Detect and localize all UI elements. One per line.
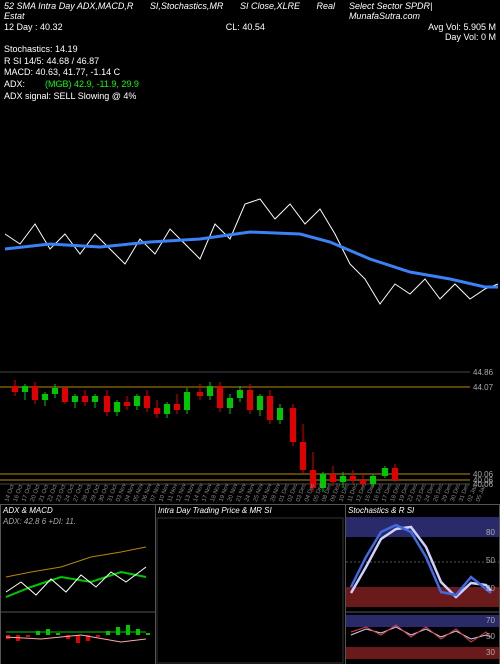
adx-panel-title: ADX & MACD [1,505,155,516]
svg-text:50: 50 [486,556,495,565]
stochastics-panel: Stochastics & R SI 80 50 20 70 50 30 [345,504,500,664]
stat-stoch: Stochastics: 14.19 [4,44,496,56]
avg-volume: Avg Vol: 5.905 M [428,22,496,32]
bottom-panels: ADX & MACD ADX: 42.8 6 +DI: 11. Intra Da… [0,504,500,664]
svg-text:30: 30 [486,648,495,657]
svg-text:44.07: 44.07 [473,383,494,392]
svg-text:70: 70 [486,616,495,625]
header-indicators: 52 SMA Intra Day ADX,MACD,R SI,Stochasti… [4,1,349,21]
source-label: Select Sector SPDR| MunafaSutra.com [349,1,496,21]
intra-svg [156,517,345,664]
header-row-3: Day Vol: 0 M [0,32,500,42]
ind-3: SI Close,XLRE [240,1,300,11]
stat-adx-signal: ADX signal: SELL Slowing @ 4% [4,91,496,103]
main-price-chart: 44.8644.0740.0640.0640.0614 Oct16 Oct17 … [0,104,500,504]
header-row-2: 12 Day : 40.32 CL: 40.54 Avg Vol: 5.905 … [0,22,500,32]
top-header: 52 SMA Intra Day ADX,MACD,R SI,Stochasti… [0,0,500,22]
day-volume: Day Vol: 0 M [445,32,496,42]
main-chart-svg: 44.8644.0740.0640.0640.0614 Oct16 Oct17 … [0,104,500,504]
adx-svg [1,517,155,664]
sma-current: 12 Day : 40.32 [4,22,63,32]
close-price: CL: 40.54 [226,22,265,32]
svg-text:20: 20 [486,584,495,593]
svg-text:80: 80 [486,528,495,537]
svg-text:44.86: 44.86 [473,368,494,377]
stat-adx: ADX: (MGB) 42.9, -11.9, 29.9 [4,79,496,91]
stat-rsi: R SI 14/5: 44.68 / 46.87 [4,56,496,68]
indicator-stats: Stochastics: 14.19 R SI 14/5: 44.68 / 46… [0,42,500,104]
stat-macd: MACD: 40.63, 41.77, -1.14 C [4,67,496,79]
intraday-title: Intra Day Trading Price & MR SI [156,505,345,516]
svg-text:50: 50 [486,632,495,641]
intraday-panel: Intra Day Trading Price & MR SI [155,504,345,664]
adx-macd-panel: ADX & MACD ADX: 42.8 6 +DI: 11. [0,504,155,664]
ind-1: 52 SMA Intra Day ADX,MACD,R [4,1,133,11]
stoch-title: Stochastics & R SI [346,505,499,516]
stoch-svg: 80 50 20 70 50 30 [346,517,499,664]
ind-2: SI,Stochastics,MR [150,1,224,11]
